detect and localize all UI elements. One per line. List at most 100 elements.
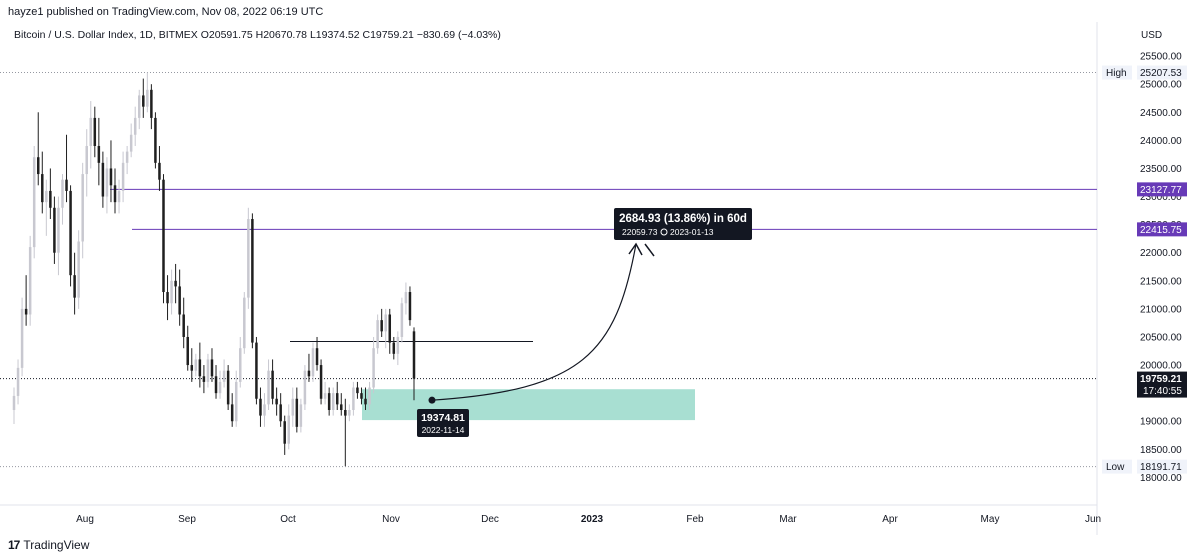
arrow-tail-tick [644, 243, 655, 257]
low-annotation-box [417, 409, 469, 437]
demand-zone[interactable] [362, 389, 695, 421]
candle-body [263, 404, 266, 416]
candle-body [198, 359, 202, 377]
candle-body [368, 387, 371, 405]
candle-body [291, 398, 295, 416]
candle-body [340, 404, 343, 410]
candle-body [150, 89, 153, 118]
x-tick-label: Mar [779, 514, 797, 525]
candle-body [396, 336, 400, 354]
candle-body [331, 393, 335, 410]
candle-body [380, 320, 383, 332]
candle-body [41, 174, 44, 203]
candle-body [344, 409, 347, 416]
candle-body [384, 314, 387, 332]
candle-body [319, 365, 323, 399]
high-tag-bg [1102, 65, 1132, 80]
y-tick-label: 19000.00 [1140, 417, 1182, 428]
low-tag-label: Low [1106, 462, 1125, 473]
x-tick-label: Feb [686, 514, 704, 525]
candle-body [404, 292, 408, 304]
candle-body [388, 314, 392, 343]
candle-body [170, 280, 173, 304]
current-price-tag-bg [1137, 371, 1187, 398]
candle-body [174, 280, 177, 287]
candle-body [352, 387, 355, 410]
candle-body [267, 370, 270, 405]
x-tick-label: Dec [481, 514, 499, 525]
candle-body [214, 376, 218, 394]
low-point-marker[interactable] [428, 396, 436, 404]
candle-body [97, 145, 101, 163]
high-price-tag-value: 25207.53 [1140, 68, 1182, 79]
candle-body [125, 151, 129, 163]
candle-body [408, 292, 412, 321]
candle-body [376, 320, 379, 349]
footer-brand-text: TradingView [23, 538, 90, 552]
candle-body [392, 342, 396, 354]
legend-high: H20670.78 [255, 29, 308, 41]
level-lower-tag-value: 22415.75 [1140, 225, 1182, 236]
candle-body [335, 393, 339, 405]
candle-body [158, 162, 161, 180]
candle-body [28, 247, 32, 315]
candle-body [16, 367, 20, 396]
candle-body [73, 275, 76, 298]
candle-body [61, 179, 64, 208]
candle-body [53, 207, 56, 253]
candle-body [303, 370, 307, 405]
candle-body [372, 348, 375, 388]
candle-body [202, 376, 206, 382]
candle-body [166, 292, 169, 304]
target-annotation-date: 2023-01-13 [670, 227, 714, 237]
high-tag-label: High [1106, 68, 1127, 79]
x-tick-label: Jun [1085, 514, 1101, 525]
candle-body [307, 370, 311, 377]
candle-body [271, 370, 274, 399]
candle-body [243, 297, 246, 349]
candle-body [279, 404, 282, 422]
low-annotation-date: 2022-11-14 [422, 425, 465, 435]
candle-body [239, 348, 242, 382]
candle-body [142, 95, 145, 107]
candle-body [412, 331, 416, 379]
candle-body [234, 381, 238, 422]
candle-body [20, 308, 24, 368]
candle-body [356, 387, 359, 394]
x-tick-label: 2023 [581, 514, 604, 525]
y-tick-label: 21500.00 [1140, 276, 1182, 287]
candle-body [105, 168, 109, 197]
target-annotation-price: 22059.73 [622, 227, 658, 237]
candle-body [230, 404, 234, 422]
candle-body [226, 370, 230, 405]
y-tick-label: 25000.00 [1140, 80, 1182, 91]
candle-body [206, 359, 210, 382]
level-upper-tag-bg [1137, 182, 1187, 197]
low-annotation-price: 19374.81 [421, 412, 465, 424]
candle-body [218, 381, 222, 394]
candle-body [24, 308, 28, 315]
x-tick-label: Nov [382, 514, 400, 525]
candle-body [129, 134, 133, 152]
candle-body [138, 95, 141, 118]
candle-body [36, 157, 40, 175]
candle-body [299, 404, 303, 427]
x-tick-label: May [981, 514, 1000, 525]
symbol-legend: Bitcoin / U.S. Dollar Index, 1D, BITMEX … [14, 29, 501, 41]
x-tick-label: Apr [882, 514, 898, 525]
low-tag-bg [1102, 459, 1132, 474]
candle-body [190, 365, 194, 371]
level-upper-tag-value: 23127.77 [1140, 185, 1182, 196]
candle-body [194, 359, 198, 371]
low-price-tag-value: 18191.71 [1140, 462, 1182, 473]
candle-body [287, 415, 290, 444]
candle-body [89, 117, 93, 146]
projection-arrow[interactable] [431, 243, 637, 401]
legend-low: L19374.52 [309, 29, 360, 41]
current-price-value: 19759.21 [1140, 374, 1182, 385]
current-price-countdown: 17:40:55 [1143, 386, 1182, 397]
y-tick-label: 23000.00 [1140, 192, 1182, 203]
candle-body [49, 190, 52, 208]
